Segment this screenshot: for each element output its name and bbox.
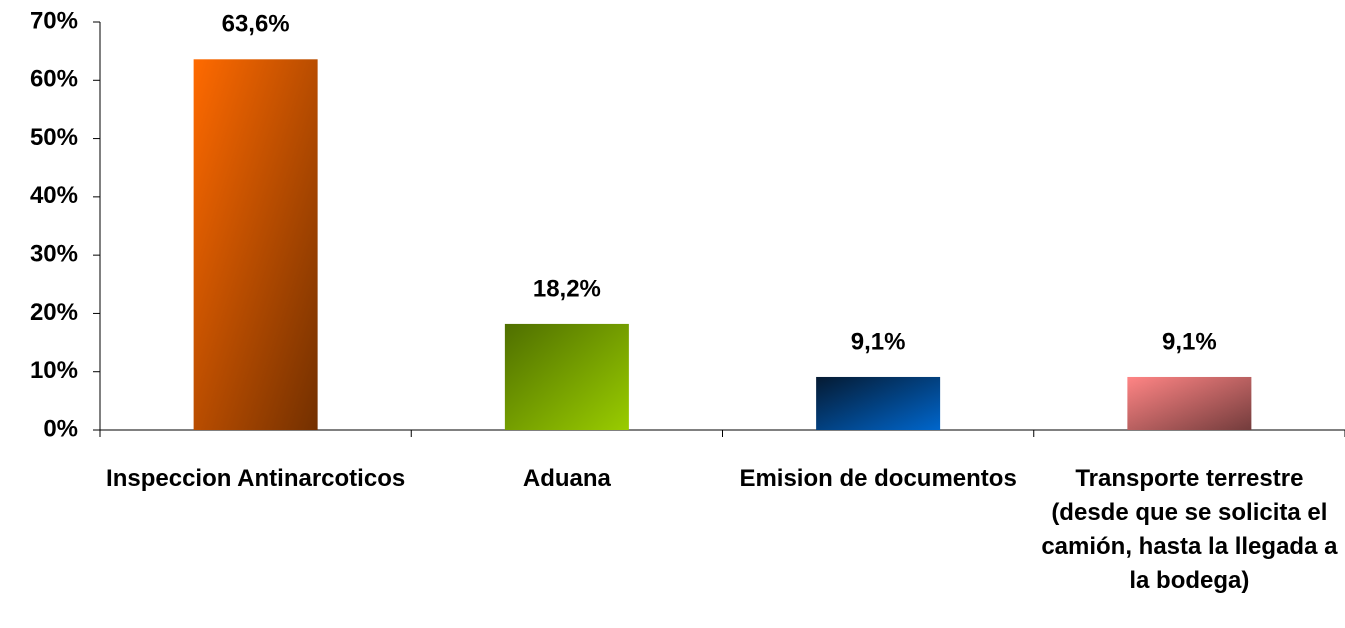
bar xyxy=(816,376,941,430)
y-tick-label: 40% xyxy=(30,182,78,209)
y-tick-label: 20% xyxy=(30,299,78,326)
x-tick-label: Emision de documentos xyxy=(739,465,1017,492)
value-label: 9,1% xyxy=(1162,328,1217,355)
value-label: 9,1% xyxy=(851,328,906,355)
x-tick-label: Aduana xyxy=(522,465,611,492)
bar xyxy=(504,323,629,430)
y-tick-label: 30% xyxy=(30,240,78,267)
value-label: 63,6% xyxy=(222,11,290,38)
bar xyxy=(193,59,318,430)
x-tick-label: Transporte terrestre (desde que se solic… xyxy=(1041,465,1338,594)
x-tick-label: Inspeccion Antinarcoticos xyxy=(106,465,406,492)
y-tick-label: 50% xyxy=(30,124,78,151)
value-label: 18,2% xyxy=(533,275,601,302)
bar xyxy=(1127,376,1252,430)
y-tick-label: 70% xyxy=(30,7,78,34)
y-tick-label: 10% xyxy=(30,357,78,384)
y-tick-label: 0% xyxy=(43,415,78,442)
y-tick-label: 60% xyxy=(30,66,78,93)
